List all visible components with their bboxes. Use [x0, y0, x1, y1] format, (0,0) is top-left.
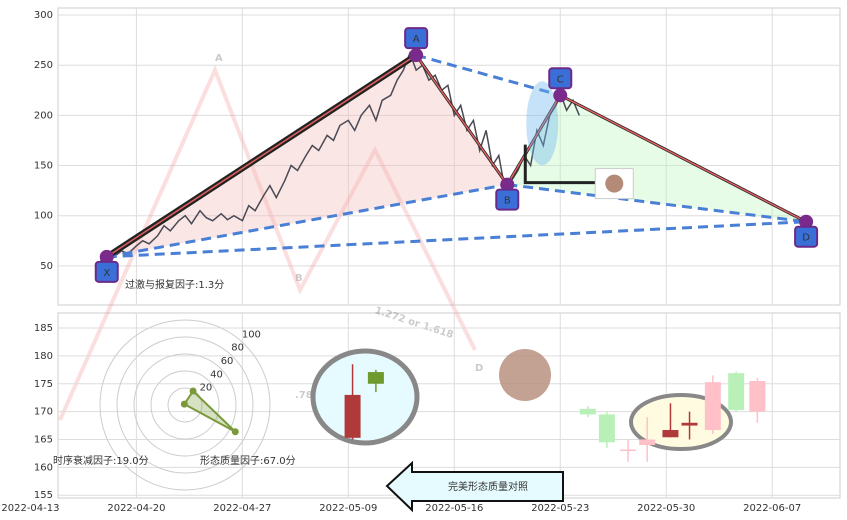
- radar-tick-label: 60: [221, 356, 234, 367]
- pattern-dash: [106, 220, 807, 259]
- pattern-point: [99, 249, 114, 264]
- point-label: C: [557, 74, 564, 85]
- y-tick-label: 100: [34, 211, 53, 222]
- y-tick-label: 170: [34, 407, 53, 418]
- candle-body: [367, 372, 384, 384]
- radar-ring: [133, 353, 237, 457]
- xab-area: [106, 55, 508, 257]
- radar-ring: [150, 370, 220, 440]
- radar-area: [182, 389, 236, 433]
- y-tick-label: 160: [34, 462, 53, 473]
- y-tick-label: 150: [34, 161, 53, 172]
- pattern-point: [409, 48, 424, 63]
- point-label-box: [94, 260, 119, 283]
- pattern-dash: [106, 183, 508, 259]
- x-tick-label: 2022-05-23: [531, 503, 589, 514]
- radar-tick-label: 100: [242, 329, 261, 340]
- x-tick-label: 2022-04-27: [213, 503, 271, 514]
- radar-point: [180, 400, 188, 408]
- button-arrow[interactable]: [385, 460, 564, 513]
- y-tick-label: 50: [40, 261, 53, 272]
- pattern-leg-inner: [106, 54, 417, 258]
- point-label-box: [548, 67, 573, 90]
- radar-ring: [99, 319, 271, 491]
- candle-body: [598, 414, 615, 443]
- point-label: B: [504, 196, 511, 207]
- pattern-leg-inner: [415, 54, 508, 186]
- compare-circle: [310, 348, 420, 446]
- bcd-area: [507, 95, 807, 222]
- y-tick-label: 250: [34, 60, 53, 71]
- radar-tick-label: 20: [200, 383, 213, 394]
- point-label-box: [794, 225, 819, 248]
- x-tick-label: 2022-04-20: [107, 503, 165, 514]
- watermark-zigzag: [58, 64, 477, 421]
- candle-body: [620, 449, 637, 452]
- pattern-point: [553, 88, 568, 103]
- x-tick-label: 2022-05-30: [637, 503, 695, 514]
- radar-ring: [116, 336, 254, 474]
- watermark-text: .786: [295, 390, 320, 401]
- y-tick-label: 155: [34, 490, 53, 501]
- y-tick-label: 200: [34, 110, 53, 121]
- radar-point: [231, 428, 239, 436]
- thumbnail-art: [499, 349, 551, 401]
- y-tick-label: 165: [34, 434, 53, 445]
- candle-body: [662, 430, 679, 438]
- c-highlight: [526, 81, 559, 166]
- pattern-leg-inner: [559, 94, 807, 223]
- y-tick-label: 300: [34, 10, 53, 21]
- candle-body: [639, 439, 656, 446]
- radar-label: 时序衰减因子:19.0分: [53, 454, 149, 467]
- x-tick-label: 2022-05-16: [425, 503, 483, 514]
- y-tick-label: 180: [34, 351, 53, 362]
- point-label: D: [802, 233, 810, 244]
- radar-tick-label: 80: [231, 343, 244, 354]
- x-tick-label: 2022-06-07: [743, 503, 801, 514]
- x-tick-label: 2022-05-09: [319, 503, 377, 514]
- point-label: A: [413, 34, 420, 45]
- candle-body: [579, 408, 596, 415]
- pattern-point: [500, 177, 515, 192]
- pattern-point: [799, 214, 814, 229]
- x-tick-label: 2022-04-13: [1, 503, 59, 514]
- pattern-dash: [507, 183, 807, 224]
- radar-tick-label: 40: [210, 369, 223, 380]
- radar-ring: [167, 387, 203, 423]
- thumbnail-art: [605, 174, 624, 193]
- watermark-text: A: [215, 53, 223, 64]
- y-tick-label: 185: [34, 323, 53, 334]
- point-label-box: [404, 27, 429, 50]
- y-tick-label: 175: [34, 379, 53, 390]
- candle-body: [704, 382, 721, 431]
- candle-body: [728, 373, 745, 410]
- top-panel: [57, 7, 841, 306]
- candle-body: [681, 422, 698, 426]
- b-bracket: [523, 144, 596, 185]
- candle-body: [344, 394, 361, 438]
- watermark-text: B: [295, 273, 303, 284]
- button-label: 完美形态质量对照: [448, 480, 528, 493]
- point-label-box: [495, 188, 520, 211]
- radar-point: [189, 387, 197, 395]
- pattern-dash: [415, 53, 561, 97]
- watermark-text: D: [475, 363, 483, 374]
- candle-body: [749, 380, 766, 412]
- point-label: X: [103, 268, 110, 279]
- thumbnail: [594, 168, 634, 200]
- radar-label: 形态质量因子:67.0分: [200, 454, 296, 467]
- radar-label: 过激与报复因子:1.3分: [125, 278, 224, 291]
- pattern-leg-inner: [506, 94, 561, 185]
